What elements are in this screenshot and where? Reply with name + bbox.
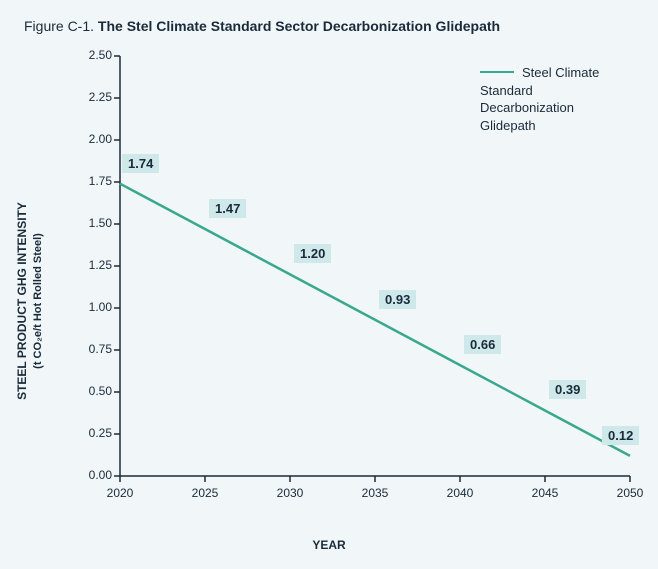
legend-line-icon	[480, 71, 514, 73]
y-axis-title-line2: (t CO₂e/t Hot Rolled Steel)	[31, 161, 45, 441]
x-axis-title: YEAR	[312, 538, 345, 552]
chart-container: STEEL PRODUCT GHG INTENSITY (t CO₂e/t Ho…	[0, 46, 658, 556]
legend-text: Steel Climate Standard Decarbonization G…	[480, 65, 599, 133]
chart-plot-area: Steel Climate Standard Decarbonization G…	[70, 46, 650, 526]
y-axis-title: STEEL PRODUCT GHG INTENSITY (t CO₂e/t Ho…	[15, 161, 45, 441]
y-axis-title-line1: STEEL PRODUCT GHG INTENSITY	[15, 202, 29, 400]
figure-title-main: The Stel Climate Standard Sector Decarbo…	[98, 18, 500, 34]
figure-title: Figure C-1. The Stel Climate Standard Se…	[24, 18, 500, 34]
legend: Steel Climate Standard Decarbonization G…	[480, 64, 630, 134]
figure-title-prefix: Figure C-1.	[24, 18, 94, 34]
